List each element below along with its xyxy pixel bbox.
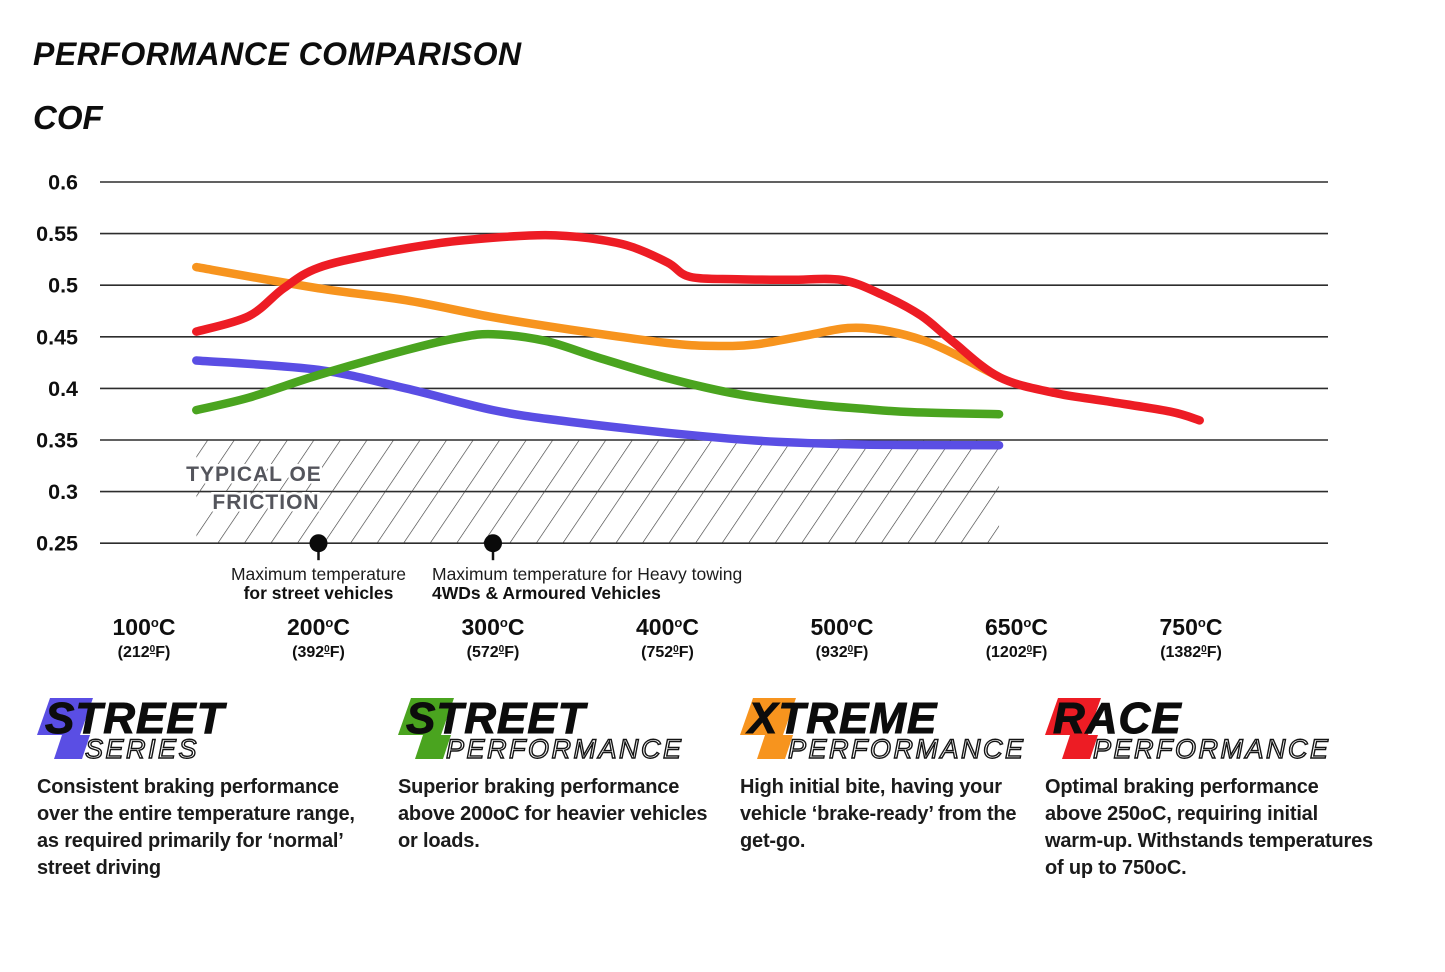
logo-color-block-top bbox=[398, 698, 454, 735]
legend-description: Superior braking performance above 200oC… bbox=[398, 776, 708, 852]
street-performance-logo: STREET PERFORMANCE bbox=[398, 695, 684, 765]
legend-description: High initial bite, having your vehicle ‘… bbox=[740, 776, 1017, 852]
series-street-performance bbox=[192, 329, 1004, 419]
series-line bbox=[192, 262, 1004, 382]
x-tick-label-f: (5720F) bbox=[467, 644, 520, 661]
y-tick-label: 0.5 bbox=[48, 274, 78, 298]
oe-friction-band: TYPICAL OE FRICTION bbox=[184, 440, 1000, 544]
page-title: PERFORMANCE COMPARISON bbox=[33, 36, 522, 72]
y-tick-label: 0.3 bbox=[48, 480, 78, 504]
x-tick-label-c: 200oC bbox=[287, 614, 350, 640]
series-line bbox=[192, 356, 1004, 450]
annotation-dot bbox=[309, 534, 328, 553]
x-tick-label-c: 300oC bbox=[462, 614, 525, 640]
x-tick-label-f: (12020F) bbox=[986, 644, 1048, 661]
series-xtreme-performance bbox=[192, 262, 1004, 382]
logo-color-block-bottom bbox=[757, 735, 793, 759]
logo-color-block-bottom bbox=[54, 735, 90, 759]
x-tick-label-c: 100oC bbox=[113, 614, 176, 640]
legend-description: Optimal braking performance above 250oC,… bbox=[1045, 776, 1373, 879]
series-race-performance bbox=[192, 230, 1204, 425]
street-series-logo: STREET SERIES bbox=[37, 695, 227, 765]
x-tick-label-f: (3920F) bbox=[292, 644, 345, 661]
logo-word-bottom: SERIES bbox=[85, 734, 199, 764]
annotation-dot bbox=[484, 534, 502, 553]
race-performance-logo: RACE PERFORMANCE bbox=[1045, 695, 1331, 765]
logo-word-top: RACE bbox=[1053, 695, 1182, 743]
annotation-line2: for street vehicles bbox=[244, 583, 394, 603]
logo-color-block-top bbox=[740, 698, 796, 735]
x-axis-labels: 100oC (2120F) 200oC (3920F) 300oC (5720F) 400o… bbox=[113, 614, 1223, 661]
logo-word-bottom: PERFORMANCE bbox=[446, 734, 684, 764]
oe-band-label-line1: TYPICAL OE bbox=[186, 463, 322, 486]
logo-color-block-top bbox=[37, 698, 93, 735]
x-tick-label-c: 500oC bbox=[811, 614, 874, 640]
annotation-line1: Maximum temperature bbox=[231, 564, 406, 584]
logo-word-top: XTREME bbox=[745, 695, 938, 743]
series-line bbox=[192, 230, 1204, 425]
y-tick-label: 0.4 bbox=[48, 377, 78, 401]
x-tick-label-f: (2120F) bbox=[118, 644, 171, 661]
series-line bbox=[192, 329, 1004, 419]
annotation-line1: Maximum temperature for Heavy towing bbox=[432, 564, 742, 584]
x-tick-label-f: (13820F) bbox=[1160, 644, 1222, 661]
legend-xtreme-performance: XTREME PERFORMANCE High initial bite, ha… bbox=[738, 695, 1024, 855]
oe-band-label-line2: FRICTION bbox=[212, 491, 319, 514]
logo-color-block-bottom bbox=[1062, 735, 1098, 759]
series-street-series bbox=[192, 356, 1004, 450]
legend-race-performance: RACE PERFORMANCE Optimal braking perform… bbox=[1043, 695, 1378, 882]
xtreme-performance-logo: XTREME PERFORMANCE bbox=[740, 695, 1026, 765]
x-tick-label-c: 650oC bbox=[985, 614, 1048, 640]
x-tick-label-f: (7520F) bbox=[641, 644, 694, 661]
y-tick-label: 0.25 bbox=[36, 532, 78, 556]
legend-description: Consistent braking performance over the … bbox=[37, 776, 355, 879]
x-tick-label-c: 750oC bbox=[1160, 614, 1223, 640]
x-tick-label-c: 400oC bbox=[636, 614, 699, 640]
y-tick-label: 0.35 bbox=[36, 429, 78, 453]
legend-street-series: STREET SERIES Consistent braking perform… bbox=[35, 695, 370, 882]
logo-word-top: STREET bbox=[406, 695, 588, 743]
legend-street-performance: STREET PERFORMANCE Superior braking perf… bbox=[396, 695, 726, 855]
logo-word-top: STREET bbox=[45, 695, 227, 743]
performance-chart: 0.6 0.55 0.5 0.45 0.4 0.35 0.3 0.25 TYPICAL OE FR… bbox=[36, 171, 1328, 661]
logo-color-block-top bbox=[1045, 698, 1101, 735]
y-axis-tick-labels: 0.6 0.55 0.5 0.45 0.4 0.35 0.3 0.25 bbox=[36, 171, 78, 556]
y-tick-label: 0.45 bbox=[36, 325, 78, 349]
cof-axis-title: COF bbox=[33, 99, 103, 136]
y-tick-label: 0.6 bbox=[48, 171, 78, 195]
annotation-line2: 4WDs & Armoured Vehicles bbox=[432, 583, 661, 603]
logo-word-bottom: PERFORMANCE bbox=[1093, 734, 1331, 764]
logo-word-bottom: PERFORMANCE bbox=[788, 734, 1026, 764]
x-tick-label-f: (9320F) bbox=[816, 644, 869, 661]
y-tick-label: 0.55 bbox=[36, 222, 78, 246]
logo-color-block-bottom bbox=[415, 735, 451, 759]
